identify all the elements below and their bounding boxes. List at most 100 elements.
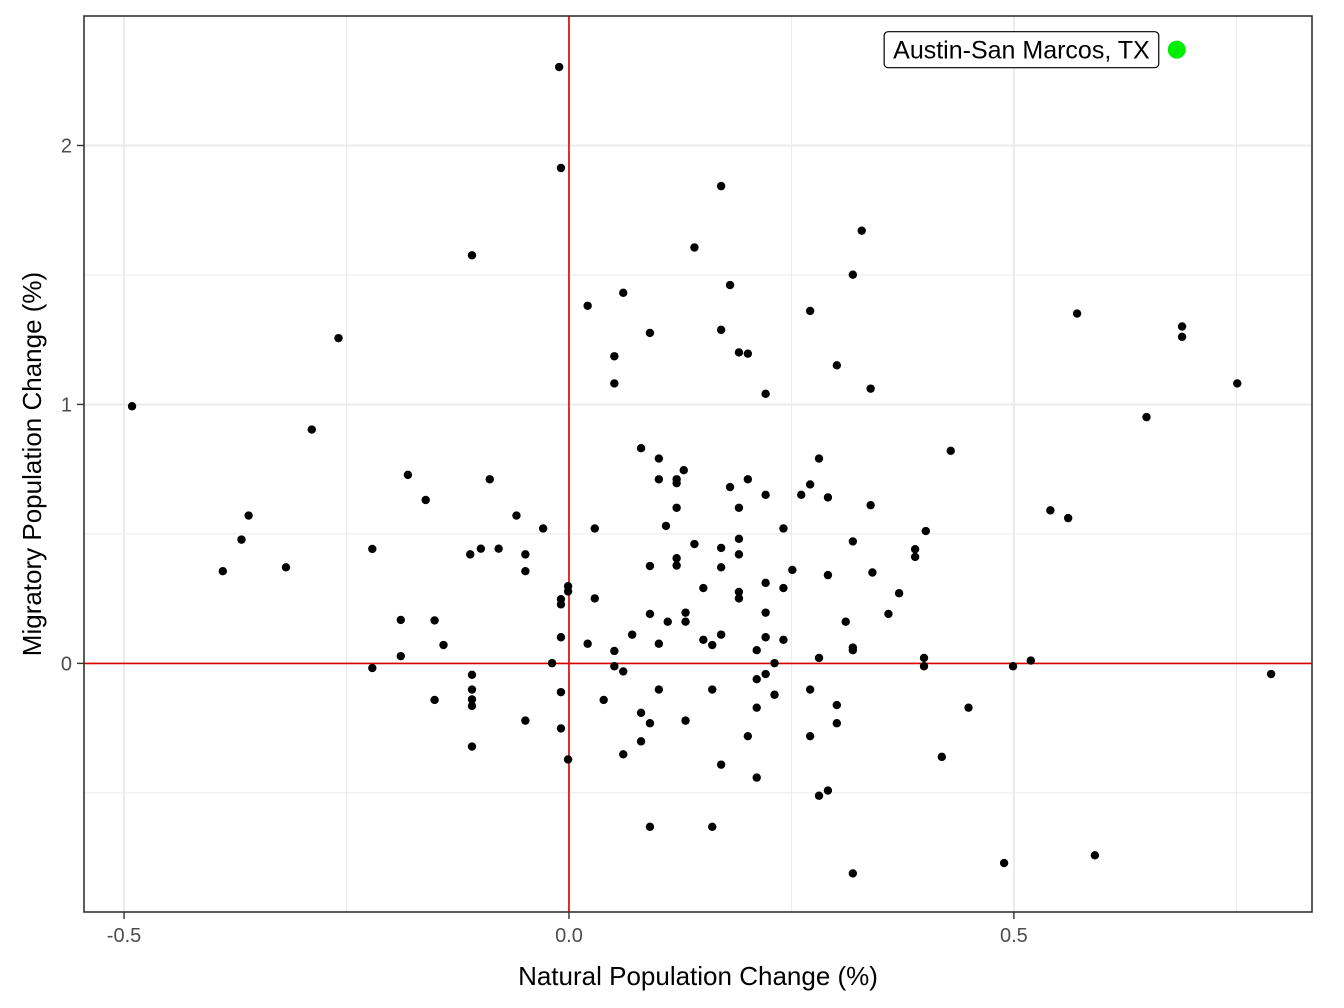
data-point [556, 600, 566, 609]
data-point [743, 731, 753, 741]
data-point [761, 669, 770, 679]
data-points [127, 62, 1276, 878]
data-point [708, 822, 717, 832]
data-point [734, 594, 744, 603]
x-axis-title: Natural Population Change (%) [518, 961, 878, 991]
data-point [734, 587, 744, 597]
data-point [547, 658, 557, 668]
x-tick-label: 0.5 [1000, 925, 1028, 947]
data-point [752, 645, 761, 655]
data-point [396, 615, 405, 625]
data-point [654, 475, 664, 484]
data-point [743, 349, 753, 358]
data-point [910, 544, 920, 554]
data-point [937, 752, 947, 762]
data-point [237, 535, 246, 544]
data-point [919, 653, 929, 663]
data-point [556, 724, 566, 733]
data-point [841, 617, 850, 626]
data-point [421, 495, 430, 505]
data-point [761, 633, 770, 642]
data-point [779, 635, 788, 645]
data-point [521, 716, 530, 725]
data-point [538, 524, 548, 533]
data-point [1008, 662, 1018, 671]
data-point [848, 270, 858, 279]
data-point [645, 822, 655, 832]
data-point [814, 454, 824, 463]
data-point [699, 583, 708, 593]
data-point [734, 503, 744, 512]
data-point [761, 578, 770, 588]
data-point [556, 633, 566, 642]
data-point [654, 685, 664, 694]
data-point [663, 617, 672, 626]
data-point [467, 701, 477, 711]
data-point [1266, 669, 1276, 679]
data-point [403, 470, 413, 480]
data-point [681, 608, 690, 617]
data-point [619, 750, 628, 759]
data-point [699, 635, 708, 645]
data-point [672, 554, 681, 563]
data-point [627, 630, 637, 639]
data-point [465, 550, 475, 559]
data-point [716, 630, 726, 639]
data-point [946, 446, 955, 455]
data-point [681, 716, 690, 725]
data-point [396, 651, 405, 661]
data-point [734, 534, 744, 544]
data-point [1026, 656, 1036, 665]
data-point [761, 490, 770, 500]
data-point [563, 587, 573, 596]
data-point [716, 325, 726, 335]
data-point [999, 858, 1009, 868]
data-point [244, 511, 253, 520]
data-point [1072, 309, 1082, 318]
data-point [610, 662, 619, 671]
data-point [848, 869, 858, 878]
data-point [770, 690, 779, 699]
data-point [554, 62, 564, 72]
data-point [679, 466, 688, 475]
data-point [752, 674, 761, 684]
data-point [1046, 506, 1055, 515]
data-point [1177, 322, 1187, 331]
data-point [690, 539, 699, 549]
data-point [467, 251, 477, 260]
data-point [439, 640, 448, 650]
data-point [1177, 332, 1187, 342]
data-point [681, 617, 690, 626]
data-point [654, 454, 664, 463]
data-point [610, 646, 619, 656]
data-point [645, 328, 655, 338]
y-tick-label: 1 [61, 394, 72, 416]
data-point [619, 667, 628, 676]
data-point [645, 609, 655, 619]
data-point [805, 685, 815, 694]
data-point [636, 737, 646, 746]
data-point [563, 755, 573, 764]
data-point [368, 544, 377, 554]
data-point [476, 544, 486, 553]
data-point [761, 608, 770, 617]
data-point [797, 490, 806, 500]
data-point [716, 760, 726, 769]
data-point [690, 243, 699, 252]
data-point [910, 552, 920, 562]
data-point [868, 568, 877, 577]
data-point [218, 567, 228, 576]
data-point [894, 589, 904, 598]
data-point [779, 524, 788, 533]
highlight-annotation: Austin-San Marcos, TX [883, 31, 1186, 69]
data-point [752, 773, 761, 782]
data-point [716, 181, 726, 191]
data-point [467, 742, 477, 751]
data-point [848, 537, 858, 546]
data-point [761, 389, 770, 399]
y-tick-label: 2 [61, 135, 72, 157]
data-point [590, 594, 599, 603]
data-point [672, 478, 681, 488]
data-point [964, 703, 973, 712]
